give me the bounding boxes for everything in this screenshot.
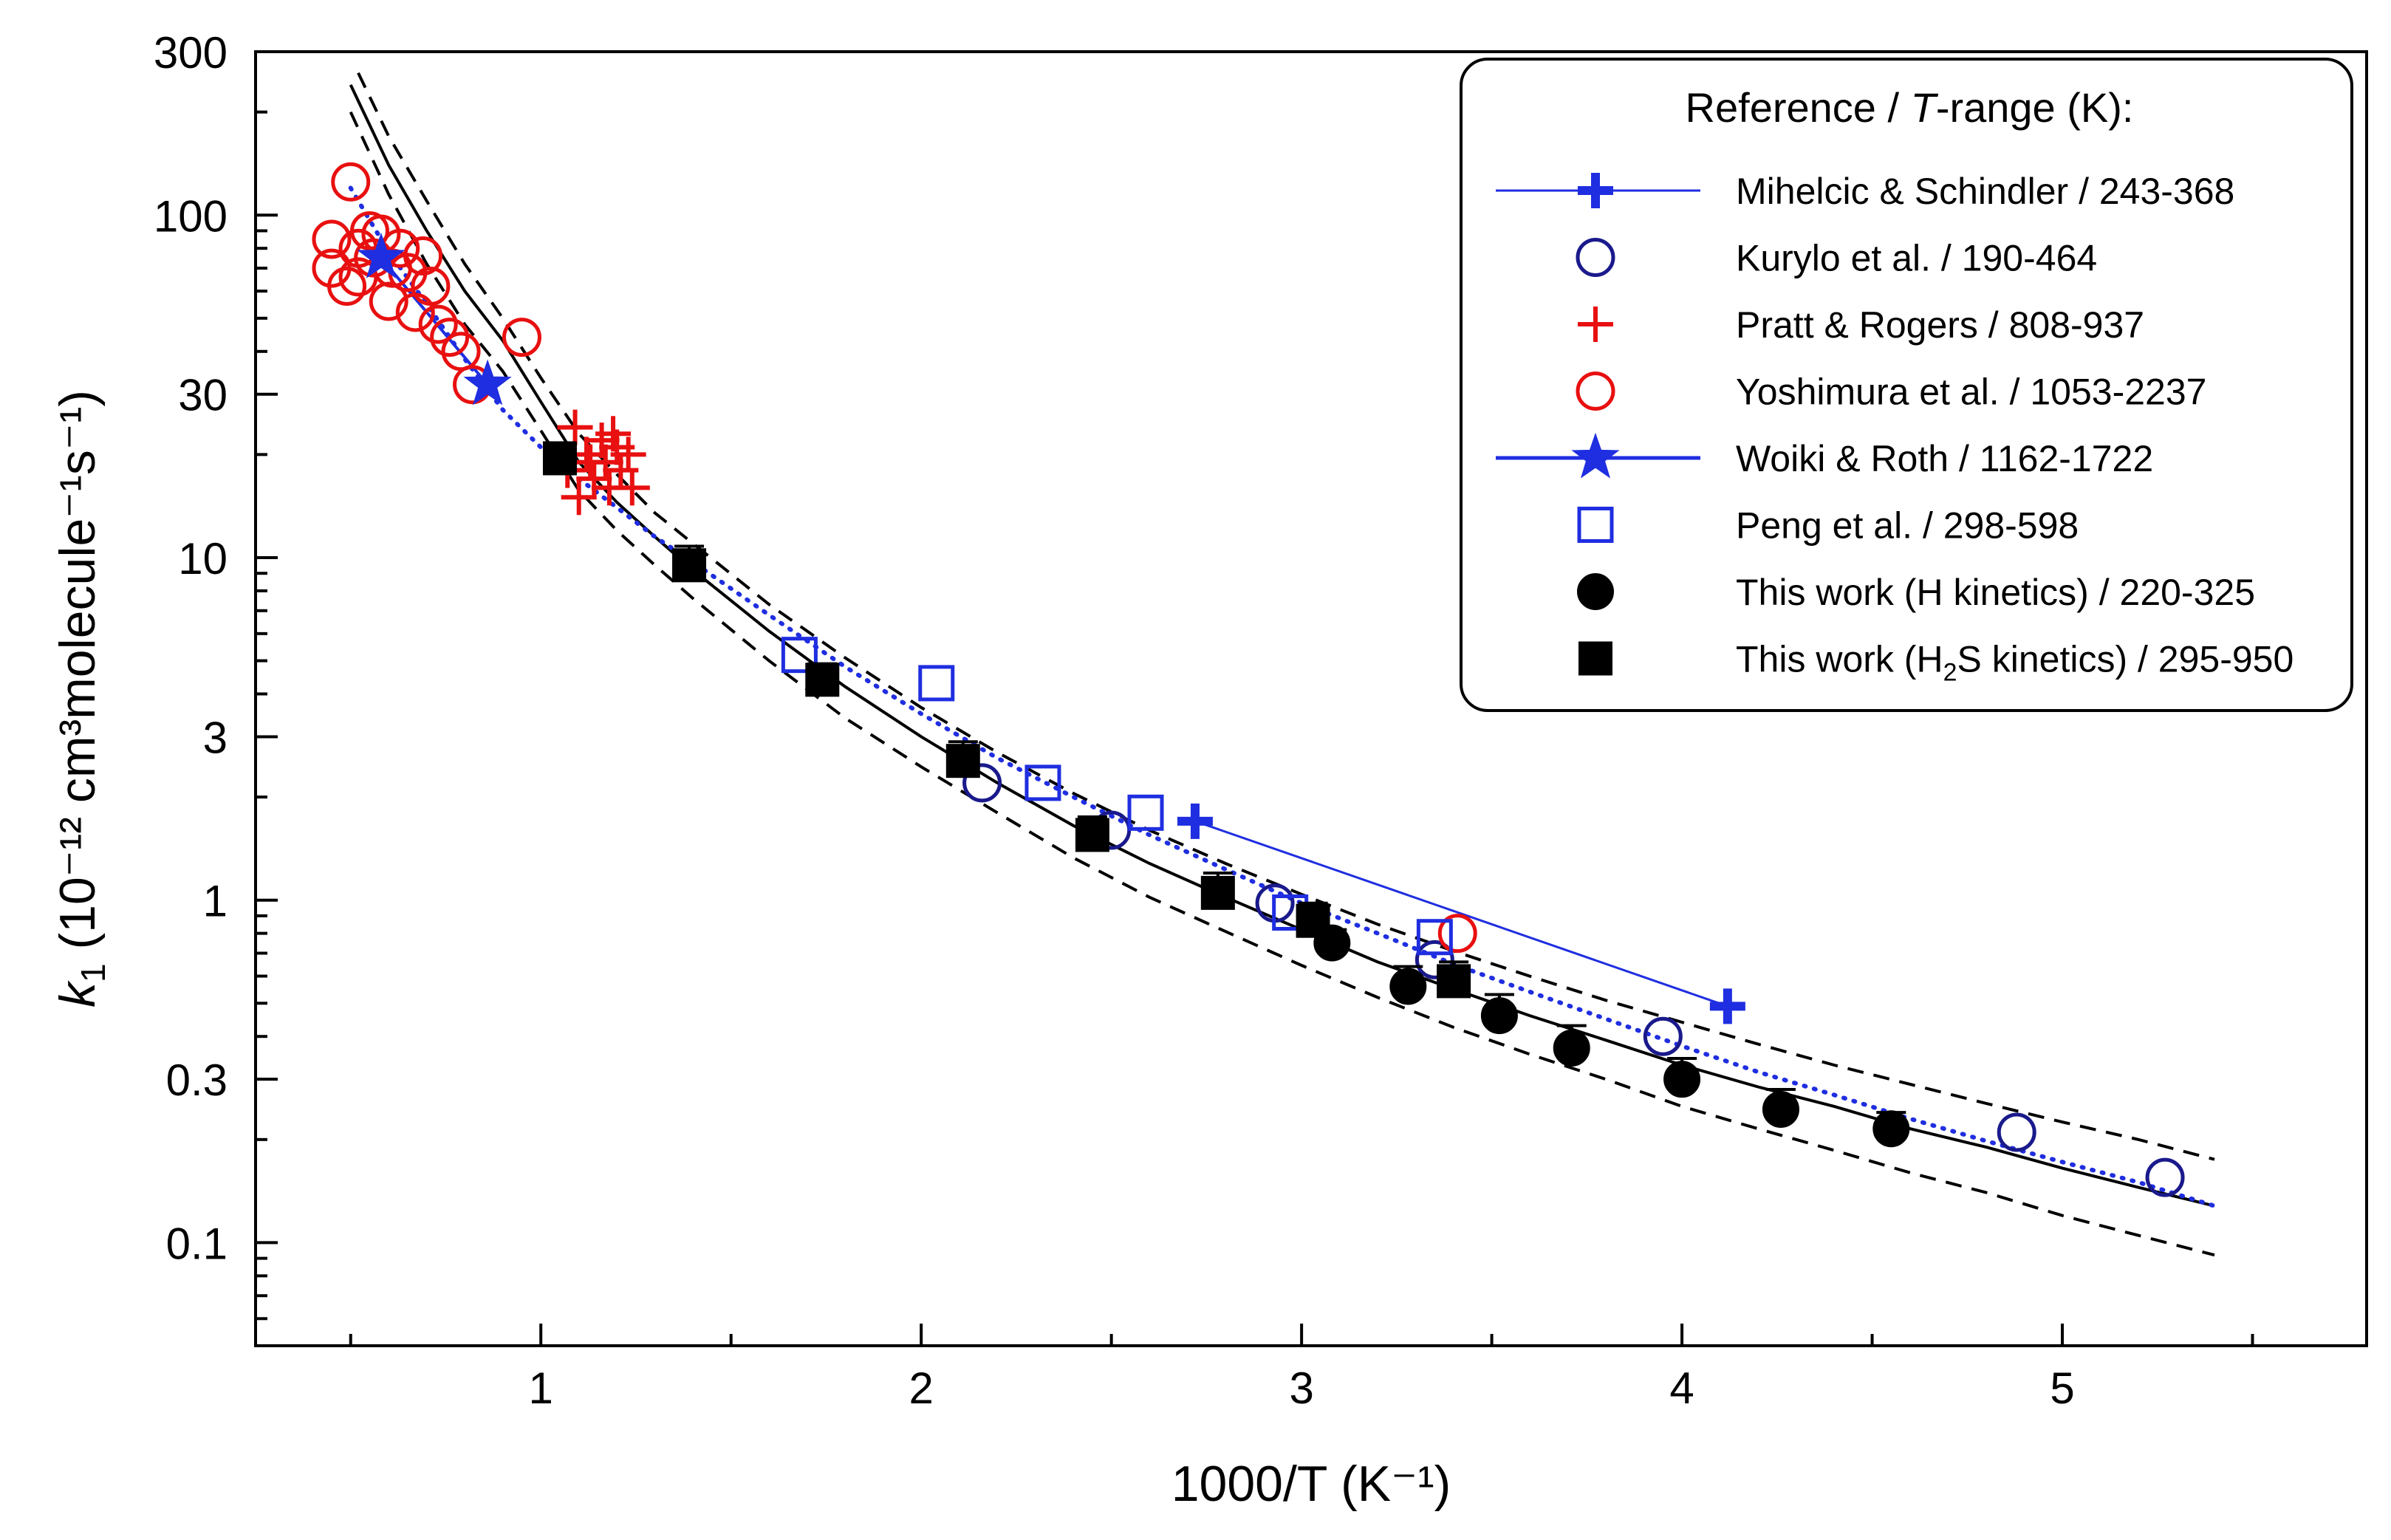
data-point xyxy=(1762,1090,1799,1128)
series-line xyxy=(349,84,2215,1208)
y-axis-units: (10⁻¹² cm³molecule⁻¹s⁻¹) xyxy=(49,390,106,963)
data-point xyxy=(463,359,512,405)
data-point xyxy=(430,318,470,357)
data-point xyxy=(327,267,367,307)
data-markers xyxy=(312,162,2185,1197)
y-axis-symbol-sub: 1 xyxy=(74,963,112,982)
y-tick-label: 0.1 xyxy=(166,1219,228,1268)
legend-title-post: -range (K): xyxy=(1936,84,2134,131)
data-point xyxy=(962,763,1002,803)
series-line xyxy=(349,111,2215,1257)
data-point xyxy=(331,162,371,202)
legend-marker xyxy=(1577,573,1614,610)
data-point xyxy=(2145,1157,2185,1197)
data-point xyxy=(945,744,980,778)
data-point xyxy=(1200,875,1235,910)
data-point xyxy=(1075,818,1109,852)
data-point xyxy=(1997,1112,2036,1152)
data-point xyxy=(357,232,406,278)
data-point xyxy=(805,663,840,697)
legend-label: Pratt & Rogers / 808-937 xyxy=(1736,304,2144,346)
x-tick-label: 3 xyxy=(1289,1363,1313,1413)
y-tick-label: 3 xyxy=(203,713,228,762)
data-point xyxy=(1416,919,1453,956)
legend-label: Peng et al. / 298-598 xyxy=(1736,505,2079,547)
data-point xyxy=(1480,997,1518,1035)
legend-label-sub: 2 xyxy=(1943,659,1957,687)
data-point xyxy=(403,236,443,276)
data-point xyxy=(411,267,451,307)
legend-marker xyxy=(1577,507,1614,543)
legend-label: This work (H kinetics) / 220-325 xyxy=(1736,572,2255,613)
series-line xyxy=(380,256,489,386)
data-point xyxy=(1643,1016,1683,1056)
x-axis-title: 1000/T (K⁻¹) xyxy=(1171,1456,1451,1512)
data-point xyxy=(610,437,646,473)
data-point xyxy=(1553,1029,1590,1067)
legend-label-post: S kinetics) / 295-950 xyxy=(1957,639,2294,680)
data-point xyxy=(1663,1061,1701,1098)
data-point xyxy=(1437,964,1471,999)
data-point xyxy=(1709,988,1745,1024)
y-tick-label: 100 xyxy=(154,191,228,241)
legend-marker xyxy=(1571,432,1620,479)
data-point xyxy=(1437,914,1477,954)
legend-title: Reference / T-range (K): xyxy=(1686,84,2134,131)
data-point xyxy=(595,416,632,452)
legend-title-italic: T xyxy=(1911,84,1939,131)
data-point xyxy=(561,479,597,516)
series-line xyxy=(348,185,2217,1208)
legend-title-pre: Reference / xyxy=(1686,84,1911,131)
legend: Reference / T-range (K): Mihelcic & Schin… xyxy=(1460,58,2353,712)
data-point xyxy=(614,470,650,506)
data-point xyxy=(557,409,593,445)
data-point xyxy=(1415,940,1454,979)
y-tick-label: 1 xyxy=(203,877,228,926)
y-axis-title: k1 (10⁻¹² cm³molecule⁻¹s⁻¹) xyxy=(49,390,112,1007)
legend-label: Yoshimura et al. / 1053-2237 xyxy=(1736,372,2206,413)
data-point xyxy=(1389,968,1427,1005)
legend-label: Woiki & Roth / 1162-1722 xyxy=(1736,438,2153,479)
data-point xyxy=(572,444,609,480)
data-point xyxy=(1872,1110,1910,1148)
x-tick-label: 4 xyxy=(1669,1363,1694,1413)
data-point xyxy=(781,637,818,674)
legend-marker xyxy=(1576,238,1615,277)
legend-marker xyxy=(1578,173,1613,208)
data-point xyxy=(418,304,458,344)
data-point xyxy=(542,441,577,476)
legend-marker xyxy=(1576,372,1615,411)
legend-marker xyxy=(1578,641,1612,676)
fit-lines xyxy=(348,72,2217,1257)
plot-frame xyxy=(254,50,2368,1347)
x-tick-label: 5 xyxy=(2050,1363,2074,1413)
legend-marker xyxy=(1578,307,1613,342)
legend-label-pre: This work (H xyxy=(1736,639,1943,680)
data-point xyxy=(312,219,352,259)
data-point xyxy=(672,548,707,583)
x-tick-label: 1 xyxy=(529,1363,553,1413)
legend-label: Mihelcic & Schindler / 243-368 xyxy=(1736,171,2234,212)
x-tick-label: 2 xyxy=(909,1363,933,1413)
data-point xyxy=(1025,764,1061,801)
data-point xyxy=(502,318,541,357)
data-point xyxy=(1177,803,1213,839)
y-tick-label: 0.3 xyxy=(166,1055,228,1105)
data-point xyxy=(918,665,955,702)
legend-label: Kurylo et al. / 190-464 xyxy=(1736,238,2097,279)
y-tick-label: 10 xyxy=(178,534,228,584)
data-point xyxy=(1296,903,1330,938)
legend-box xyxy=(1460,58,2353,712)
data-point xyxy=(1127,794,1164,831)
series-line xyxy=(1194,820,1728,1007)
y-tick-label: 30 xyxy=(178,371,228,420)
axis-ticks: 1 2 3 4 5 0.1 0.3 1 3 10 30 100 300 xyxy=(154,28,2254,1413)
legend-label: This work (H2S kinetics) / 295-950 xyxy=(1736,639,2293,687)
y-axis-symbol: k xyxy=(49,980,106,1007)
y-tick-label: 300 xyxy=(154,28,228,78)
